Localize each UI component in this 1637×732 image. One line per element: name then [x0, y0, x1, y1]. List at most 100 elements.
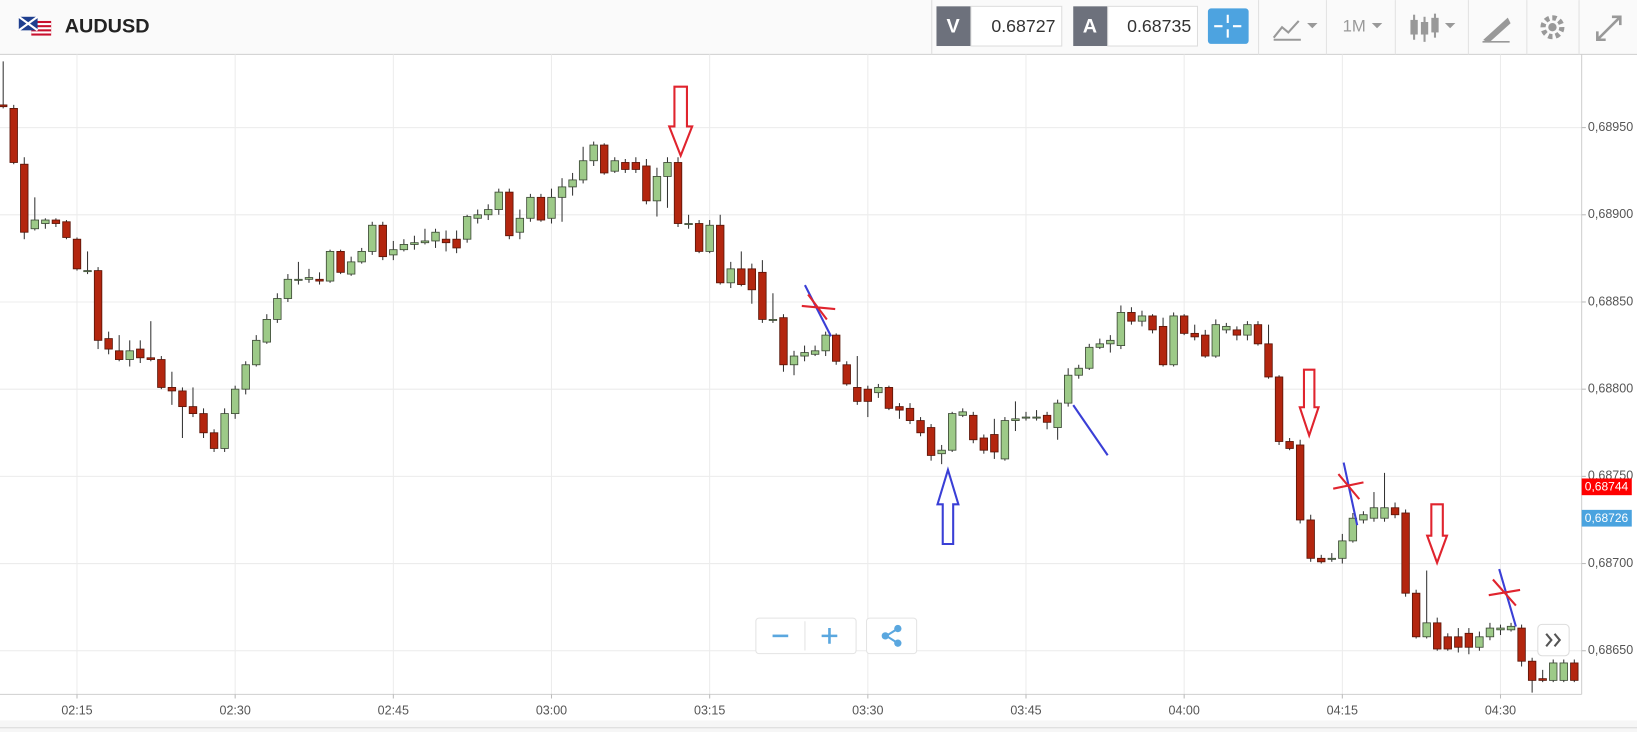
- candle-body: [652, 176, 662, 202]
- y-tick-label: 0,68800: [1588, 381, 1633, 395]
- candle-body: [642, 165, 651, 202]
- plot-area: [0, 61, 1579, 693]
- crosshair-button[interactable]: [1207, 8, 1249, 44]
- candle-body: [884, 387, 894, 409]
- candle-body: [230, 388, 240, 415]
- candle-body: [399, 244, 409, 251]
- candle-body: [768, 319, 778, 321]
- candle-body: [1137, 315, 1147, 322]
- candle-body: [1201, 334, 1210, 357]
- trend-line: [1072, 404, 1109, 456]
- down-arrow: [1425, 503, 1449, 566]
- candle-body: [0, 104, 8, 108]
- candle-body: [294, 278, 303, 281]
- candle-body: [368, 224, 377, 252]
- scroll-end-icon: [1545, 633, 1562, 647]
- draw-icon[interactable]: [1482, 17, 1511, 43]
- candle-body: [505, 191, 514, 237]
- chart-type-icon[interactable]: [1272, 20, 1301, 41]
- zoom-controls: [755, 617, 1570, 657]
- ask-label: A: [1083, 15, 1097, 37]
- candle-body: [979, 437, 988, 451]
- candle-body: [1570, 662, 1579, 681]
- dropdown-arrow: [1371, 23, 1383, 29]
- share-dot: [894, 639, 902, 647]
- candle-body: [1295, 444, 1305, 521]
- candle-body: [1380, 507, 1389, 519]
- ask-price: 0.68735: [1127, 16, 1191, 36]
- x-tick-label: 03:00: [536, 703, 567, 717]
- trend-line: [1342, 462, 1359, 526]
- candle-body: [20, 163, 29, 233]
- candle-body: [1475, 636, 1484, 648]
- candle-body: [1401, 512, 1410, 594]
- candle-body: [104, 338, 113, 350]
- ask-badge[interactable]: [1073, 6, 1108, 47]
- candle-body: [188, 406, 198, 415]
- candle-body: [547, 196, 556, 219]
- candle-icon[interactable]: [1410, 13, 1439, 42]
- candle-body: [663, 162, 672, 177]
- symbol: AUDUSD: [65, 15, 150, 37]
- candle-body: [1433, 622, 1442, 650]
- candle-body: [557, 186, 567, 198]
- candle-body: [673, 162, 683, 224]
- candle-body: [389, 249, 398, 256]
- header: AUDUSD V 0.68727 A 0.68735 1M: [0, 0, 1637, 55]
- bid-price: 0.68727: [991, 16, 1055, 36]
- candle-body: [958, 411, 967, 416]
- candle-body: [357, 250, 366, 263]
- zoom-in-button[interactable]: [821, 628, 838, 644]
- candle-body: [705, 224, 714, 252]
- candle-body: [346, 261, 356, 275]
- settings-icon-center: [1548, 23, 1557, 32]
- bid-badge[interactable]: [936, 6, 971, 47]
- candle-body: [578, 160, 588, 181]
- candle-body: [1327, 557, 1336, 560]
- candle-body: [199, 413, 208, 434]
- separator: [931, 0, 933, 55]
- candle-body: [1011, 418, 1020, 421]
- candle-body: [304, 277, 314, 280]
- candle-body: [1190, 332, 1199, 338]
- zoom-group: [755, 617, 857, 655]
- candle-body: [1032, 416, 1041, 419]
- candle-body: [1506, 625, 1516, 631]
- candle-body: [758, 271, 767, 320]
- trend-line: [803, 284, 832, 337]
- flag-icon: [18, 15, 52, 36]
- y-tick-label: 0,68650: [1588, 643, 1633, 657]
- candle-body: [832, 334, 841, 362]
- down-arrow: [1298, 368, 1321, 439]
- candle-body: [810, 350, 820, 355]
- candle-body: [62, 221, 71, 238]
- candle-body: [252, 339, 261, 366]
- candle-body: [905, 407, 915, 421]
- dropdown-arrow: [1444, 23, 1456, 29]
- separator: [1526, 0, 1528, 55]
- timeframe[interactable]: 1M: [1343, 17, 1366, 36]
- candle-body: [452, 238, 461, 249]
- candle-body: [114, 350, 124, 360]
- candle-body: [41, 219, 50, 224]
- settings-icon[interactable]: [1540, 15, 1565, 40]
- candle-body: [1390, 507, 1400, 516]
- share-button[interactable]: [866, 617, 918, 655]
- candle-body: [72, 238, 82, 270]
- candle-body: [610, 160, 619, 172]
- ask-box[interactable]: [1107, 5, 1198, 47]
- candle-body: [800, 352, 809, 357]
- candle-body: [1317, 557, 1326, 563]
- candle-body: [30, 219, 39, 230]
- navigator-strip: [0, 720, 1637, 732]
- candle-body: [1021, 416, 1031, 419]
- candle-body: [526, 196, 535, 219]
- scroll-end-button[interactable]: [1537, 623, 1570, 657]
- candle-body: [926, 427, 936, 456]
- price-tag: [1581, 509, 1632, 527]
- fullscreen-icon[interactable]: [1596, 15, 1622, 42]
- candle-body: [948, 413, 957, 451]
- bid-box[interactable]: [970, 5, 1063, 47]
- x-tick-label: 04:00: [1168, 703, 1199, 717]
- cross-mark: [1332, 473, 1364, 500]
